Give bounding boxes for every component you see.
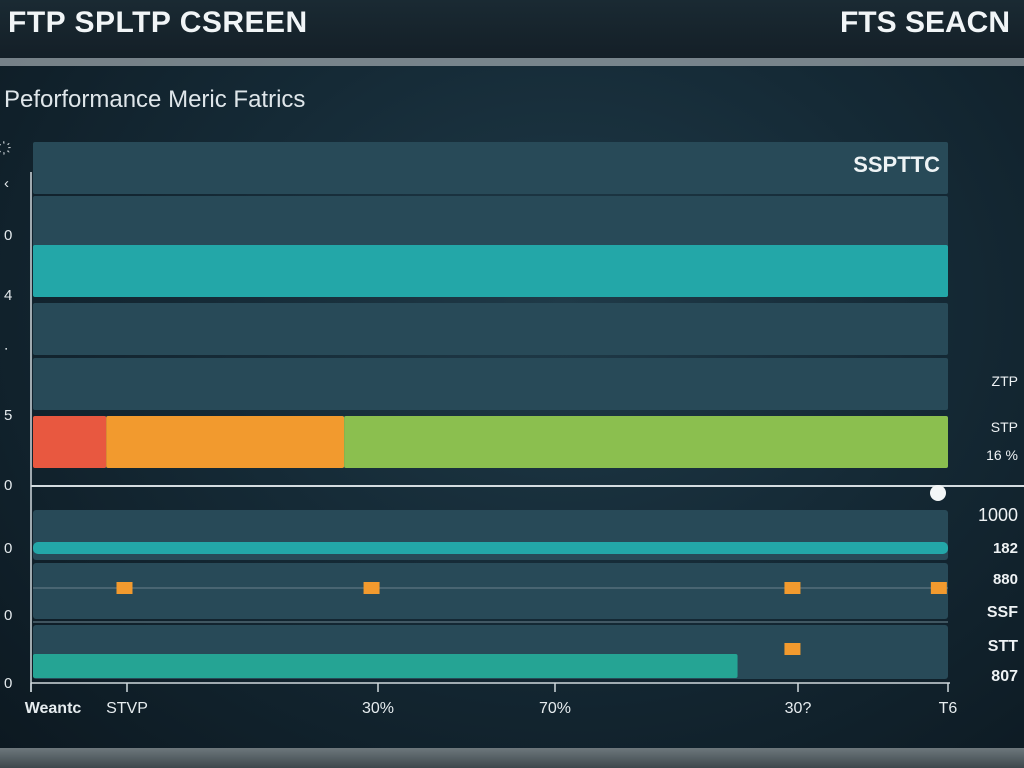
right-value-label: 16 %	[986, 447, 1018, 463]
x-tick-label: 70%	[539, 700, 571, 717]
marker-point	[116, 582, 133, 594]
performance-chart: SSPTTC ҉ ‹ 0 4 ∙ 5 0 0 0 0 ZTP STP 16 % 1000 182 880 SS…	[0, 140, 1024, 717]
right-value-labels: ZTP STP 16 % 1000 182 880 SSF STT 807	[978, 373, 1018, 685]
panel-title: Peforformance Meric Fatrics	[4, 86, 306, 113]
bar-segment	[344, 416, 949, 468]
left-tick-label: 4	[4, 287, 12, 304]
bar-segment	[106, 416, 345, 468]
bar-segment	[33, 358, 948, 410]
left-tick-labels: ҉ ‹ 0 4 ∙ 5 0 0 0 0	[0, 140, 12, 692]
left-tick-label: ҉	[0, 140, 11, 155]
left-tick-label: ‹	[4, 175, 9, 192]
left-tick-label: 5	[4, 407, 12, 424]
left-tick-label: ∙	[4, 340, 8, 357]
bar-segment	[33, 142, 948, 194]
left-tick-label: 0	[4, 227, 12, 244]
title-divider	[0, 58, 1024, 66]
left-tick-label: 0	[4, 675, 12, 692]
status-bar	[0, 748, 1024, 768]
right-value-label: ZTP	[992, 373, 1018, 389]
bar-segment	[33, 654, 738, 678]
row-background	[33, 563, 948, 619]
lower-bar-rows	[33, 510, 948, 679]
right-value-label: STT	[988, 638, 1018, 655]
bar-segment	[33, 416, 107, 468]
upper-bar-rows	[33, 142, 949, 468]
x-tick-label: 30%	[362, 700, 394, 717]
panel-badge: SSPTTC	[853, 152, 940, 177]
right-value-label: 182	[993, 540, 1018, 557]
x-tick-label: Weantc	[25, 700, 82, 717]
bar-segment	[33, 245, 948, 297]
left-tick-label: 0	[4, 607, 12, 624]
marker-point	[784, 643, 801, 655]
right-value-label: 1000	[978, 505, 1018, 525]
bar-segment	[33, 542, 948, 554]
x-tick-label: 30?	[785, 700, 812, 717]
x-axis-ticks	[30, 683, 949, 692]
x-tick-label: T6	[939, 700, 958, 717]
left-tick-label: 0	[4, 540, 12, 557]
left-tick-label: 0	[4, 477, 12, 494]
right-value-label: STP	[991, 419, 1018, 435]
x-tick-label: STVP	[106, 700, 148, 717]
marker-points	[116, 582, 947, 655]
bar-segment	[33, 303, 948, 355]
right-value-label: SSF	[987, 604, 1018, 621]
marker-point	[930, 582, 947, 594]
right-value-label: 880	[993, 571, 1018, 588]
right-value-label: 807	[991, 668, 1018, 685]
bar-segment	[33, 196, 948, 248]
search-button[interactable]: FTS SEACN	[839, 6, 1010, 39]
x-tick-labels: Weantc STVP 30% 70% 30? T6	[25, 700, 958, 717]
marker-point	[363, 582, 380, 594]
slider-handle[interactable]	[930, 485, 946, 501]
marker-point	[784, 582, 801, 594]
app-title: FTP SPLTP CSREEN	[8, 6, 308, 39]
title-bar: FTP SPLTP CSREEN FTS SEACN	[0, 0, 1024, 58]
